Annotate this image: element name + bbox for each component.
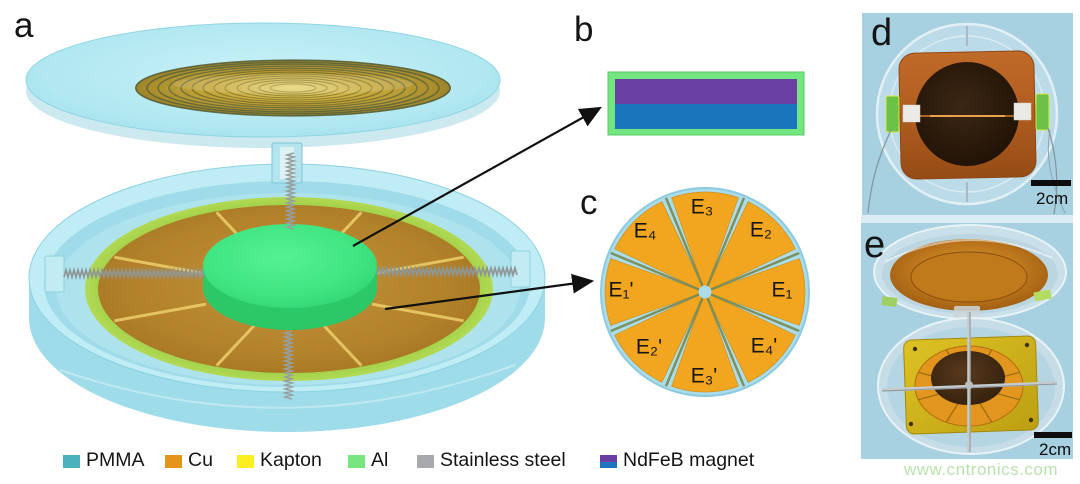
photo-dish	[877, 312, 1065, 455]
ndfeb-magnet-top	[615, 79, 797, 104]
legend-label: Al	[371, 449, 389, 471]
magnet-cross-section	[607, 71, 805, 136]
legend-item-kapton: Kapton	[237, 449, 322, 471]
photo-top-view	[862, 13, 1073, 215]
spiral-coil-cu	[135, 59, 451, 117]
legend-item-ndfeb: NdFeB magnet	[600, 449, 754, 471]
cu-color-swatch	[165, 454, 182, 468]
panel-label-a: a	[14, 6, 34, 45]
legend-label: Kapton	[260, 449, 322, 471]
lid-disc-pmma	[25, 22, 501, 148]
connector-tab-right	[1035, 93, 1050, 131]
spring-right	[376, 264, 518, 279]
panel-label-e: e	[864, 224, 886, 266]
legend-item-cu: Cu	[165, 449, 213, 471]
electrode-sectors	[604, 191, 806, 393]
center-hub	[698, 285, 712, 299]
legend-label: Stainless steel	[440, 449, 566, 471]
legend-item-steel: Stainless steel	[417, 449, 566, 471]
electrode-label-e4p: E₄'	[750, 334, 778, 358]
scale-label-e: 2cm	[1039, 440, 1072, 459]
legend-label: Cu	[188, 449, 213, 471]
schematic-3d	[25, 22, 602, 432]
electrode-label-e3: E₃	[690, 195, 714, 219]
legend-item-al: Al	[348, 449, 388, 471]
panel-label-b: b	[574, 10, 594, 49]
arrow-to-panel-c	[384, 273, 595, 311]
electrode-label-e4: E₄	[633, 219, 657, 243]
photo-gap	[861, 215, 1073, 223]
pmma-color-swatch	[63, 454, 80, 468]
panel-label-c: c	[580, 183, 598, 222]
magnet-disc-al	[203, 224, 377, 330]
callout-arrows	[352, 106, 602, 311]
magnet-shadow-circle	[915, 62, 1019, 166]
al-color-swatch	[348, 454, 365, 468]
steel-color-swatch	[417, 454, 434, 468]
springs-stainless-steel	[63, 152, 518, 400]
legend-label: PMMA	[86, 449, 145, 471]
spring-bottom	[282, 330, 295, 400]
spring-top	[284, 152, 297, 230]
watermark-text: www.cntronics.com	[904, 460, 1058, 479]
scale-label-d: 2cm	[1036, 189, 1069, 208]
photo-opened-view	[861, 223, 1073, 459]
sector-gaps	[610, 197, 800, 387]
panel-label-d: d	[871, 12, 893, 54]
hinge	[954, 306, 980, 318]
ndfeb-color-swatch	[600, 454, 617, 468]
electrode-label-e1p: E₁'	[608, 278, 634, 302]
ndfeb-magnet-bottom	[615, 104, 797, 129]
legend-item-pmma: PMMA	[63, 449, 145, 471]
electrode-label-e2p: E₂'	[635, 335, 663, 359]
scale-bar-e	[1034, 432, 1072, 438]
spring-left	[63, 266, 205, 281]
scale-bar-d	[1031, 180, 1071, 186]
photo-lid	[873, 224, 1067, 320]
electrode-layout	[600, 187, 810, 397]
electrode-label-e3p: E₃'	[690, 364, 718, 388]
arrow-to-panel-b	[352, 106, 602, 247]
electrode-label-e2: E₂	[749, 218, 773, 242]
electrode-label-e1: E₁	[771, 278, 793, 302]
legend-label: NdFeB magnet	[623, 449, 755, 471]
connector-tab-left	[885, 95, 900, 133]
kapton-color-swatch	[237, 454, 254, 468]
